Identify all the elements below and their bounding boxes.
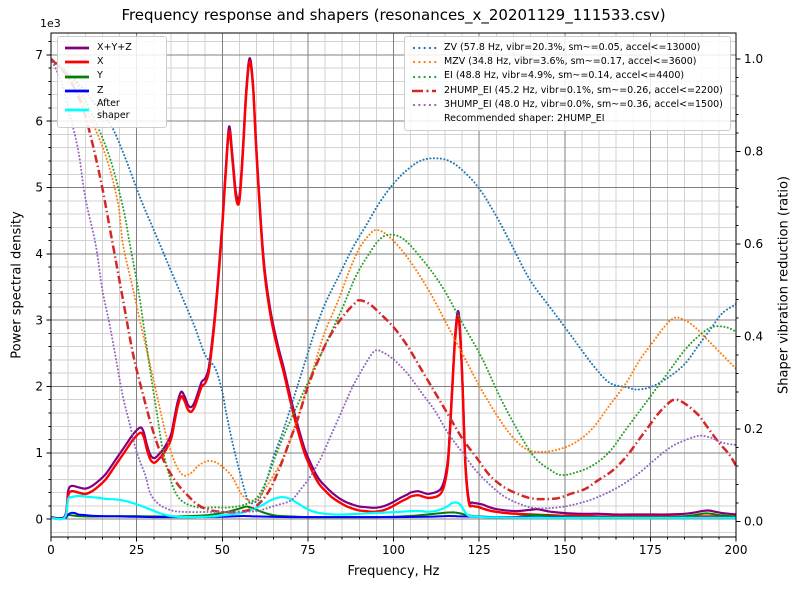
dotted-line-sample-icon [412, 46, 437, 50]
dotted-line-sample-icon [412, 75, 437, 78]
y-left-tick-label: 0 [35, 512, 43, 526]
x-tick-label: 100 [382, 543, 405, 557]
legend-item-label: Z [97, 84, 104, 96]
series-2hump-ei-line [51, 58, 736, 514]
series-x-y-z-line [51, 57, 736, 520]
legend-item-2hump-ei: 2HUMP_EI (45.2 Hz, vibr=0.1%, sm~=0.26, … [411, 84, 723, 98]
y-right-tick-label: 0.8 [744, 145, 763, 159]
x-tick-label: 150 [553, 543, 576, 557]
legend-item-ei: EI (48.8 Hz, vibr=4.9%, sm~=0.14, accel<… [411, 69, 723, 83]
series-mzv-line [51, 57, 736, 502]
series-3hump-ei-line [51, 57, 736, 514]
y-right-tick-label: 0.0 [744, 514, 763, 528]
solid-line-sample-icon [65, 60, 89, 64]
legend-psd: X+Y+Z X Y Z After shaper [57, 36, 167, 128]
y-right-tick-label: 0.4 [744, 330, 763, 344]
legend-item-3hump-ei: 3HUMP_EI (48.0 Hz, vibr=0.0%, sm~=0.36, … [411, 98, 723, 112]
legend-item-label: EI (48.8 Hz, vibr=4.9%, sm~=0.14, accel<… [444, 70, 685, 82]
x-tick-label: 25 [129, 543, 144, 557]
legend-item-label: 2HUMP_EI (45.2 Hz, vibr=0.1%, sm~=0.26, … [444, 84, 723, 96]
dotted-line-sample-icon [412, 103, 437, 107]
legend-item-y: Y [64, 69, 159, 83]
y-left-tick-label: 4 [35, 247, 43, 261]
series-ei-line [51, 57, 736, 509]
legend-item-label: Y [97, 70, 103, 82]
legend-item-label: ZV (57.8 Hz, vibr=20.3%, sm~=0.05, accel… [444, 42, 701, 53]
series-after-shaper-line [51, 494, 736, 521]
legend-shapers: ZV (57.8 Hz, vibr=20.3%, sm~=0.05, accel… [404, 36, 731, 132]
dashdot-line-sample-icon [412, 89, 436, 93]
y-right-tick-label: 1.0 [744, 52, 763, 66]
solid-line-sample-icon [65, 75, 89, 78]
x-axis-label: Frequency, Hz [347, 564, 440, 579]
y-right-tick-label: 0.2 [744, 422, 763, 436]
legend-item-label: MZV (34.8 Hz, vibr=3.6%, sm~=0.17, accel… [444, 56, 697, 68]
y-right-tick-label: 0.6 [744, 237, 763, 251]
legend-item-z: Z [64, 84, 159, 98]
solid-line-sample-icon [65, 89, 89, 93]
y-left-tick-label: 2 [35, 380, 43, 394]
solid-line-sample-icon [65, 108, 89, 112]
legend-item-mzv: MZV (34.8 Hz, vibr=3.6%, sm~=0.17, accel… [411, 55, 723, 69]
series-zv-line [51, 57, 736, 505]
legend-item-label: X [97, 56, 104, 68]
legend-item-label: 3HUMP_EI (48.0 Hz, vibr=0.0%, sm~=0.36, … [444, 98, 723, 110]
chart-title: Frequency response and shapers (resonanc… [121, 6, 666, 24]
legend-item-zv: ZV (57.8 Hz, vibr=20.3%, sm~=0.05, accel… [411, 41, 723, 55]
legend-item-x-y-z: X+Y+Z [64, 41, 159, 55]
y-left-tick-label: 3 [35, 313, 43, 327]
y-left-tick-label: 6 [35, 114, 43, 128]
y-left-tick-label: 7 [35, 48, 43, 62]
x-tick-label: 50 [215, 543, 230, 557]
series-x-line [51, 60, 736, 521]
y-left-tick-label: 5 [35, 181, 43, 195]
legend-item-after-shaper: After shaper [64, 98, 159, 123]
series-lines [51, 57, 736, 521]
x-tick-label: 75 [300, 543, 315, 557]
legend-item-label: After shaper [97, 97, 130, 122]
axis-ticks [46, 41, 741, 542]
x-tick-label: 175 [639, 543, 662, 557]
y-axis-offset-text: 1e3 [40, 17, 61, 30]
y-right-axis-label: Shaper vibration reduction (ratio) [776, 176, 792, 394]
x-tick-label: 200 [725, 543, 748, 557]
y-left-tick-label: 1 [35, 446, 43, 460]
y-left-axis-label: Power spectral density [9, 211, 25, 359]
recommended-shaper-note: Recommended shaper: 2HUMP_EI [444, 113, 605, 125]
legend-item-label: X+Y+Z [97, 42, 132, 53]
dotted-line-sample-icon [412, 61, 437, 64]
x-tick-label: 0 [47, 543, 55, 557]
legend-item-x: X [64, 55, 159, 69]
solid-line-sample-icon [65, 46, 89, 50]
x-tick-label: 125 [468, 543, 491, 557]
tick-labels: 0 25 50 75 100 125 150 175 200 0 1 2 3 4 5 6 7 0.0 0.2 0.4 0… [35, 48, 763, 557]
